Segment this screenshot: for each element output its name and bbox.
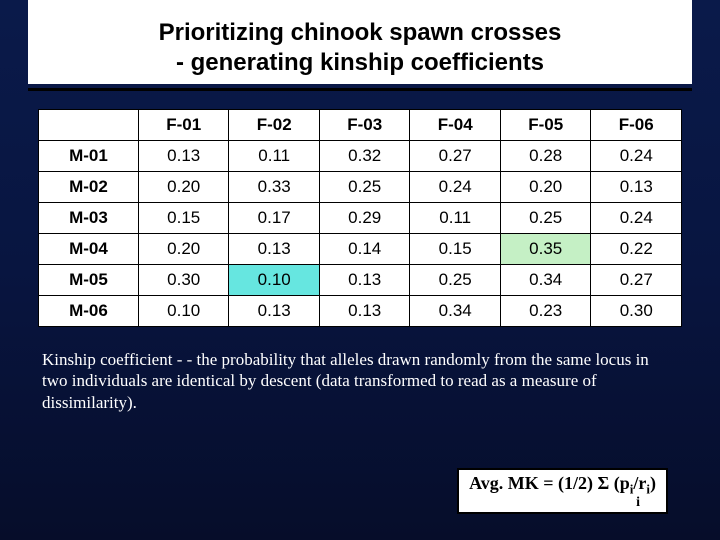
table-body: M-01 0.13 0.11 0.32 0.27 0.28 0.24 M-02 … — [39, 141, 682, 327]
cell: 0.17 — [229, 203, 320, 234]
cell: 0.27 — [591, 265, 682, 296]
row-header: M-06 — [39, 296, 139, 327]
row-header: M-02 — [39, 172, 139, 203]
cell: 0.25 — [319, 172, 410, 203]
col-header: F-06 — [591, 110, 682, 141]
cell: 0.13 — [319, 265, 410, 296]
col-header: F-02 — [229, 110, 320, 141]
cell: 0.20 — [138, 234, 229, 265]
formula-eq: = (1/2) Σ (p — [539, 473, 630, 493]
cell: 0.10 — [229, 265, 320, 296]
cell: 0.24 — [410, 172, 501, 203]
title-line-2: - generating kinship coefficients — [28, 48, 692, 78]
cell: 0.24 — [591, 203, 682, 234]
formula-box: Avg. MK = (1/2) Σ (pi/ri) i — [457, 468, 668, 514]
row-header: M-05 — [39, 265, 139, 296]
col-header: F-01 — [138, 110, 229, 141]
cell: 0.13 — [138, 141, 229, 172]
kinship-table-container: F-01 F-02 F-03 F-04 F-05 F-06 M-01 0.13 … — [38, 109, 682, 327]
cell: 0.27 — [410, 141, 501, 172]
cell: 0.23 — [500, 296, 591, 327]
table-header-row: F-01 F-02 F-03 F-04 F-05 F-06 — [39, 110, 682, 141]
table-row: M-02 0.20 0.33 0.25 0.24 0.20 0.13 — [39, 172, 682, 203]
cell: 0.28 — [500, 141, 591, 172]
cell: 0.35 — [500, 234, 591, 265]
cell: 0.32 — [319, 141, 410, 172]
cell: 0.13 — [319, 296, 410, 327]
cell: 0.20 — [500, 172, 591, 203]
cell: 0.13 — [229, 234, 320, 265]
col-header: F-05 — [500, 110, 591, 141]
col-header: F-04 — [410, 110, 501, 141]
table-row: M-06 0.10 0.13 0.13 0.34 0.23 0.30 — [39, 296, 682, 327]
cell: 0.10 — [138, 296, 229, 327]
col-header: F-03 — [319, 110, 410, 141]
cell: 0.30 — [138, 265, 229, 296]
cell: 0.20 — [138, 172, 229, 203]
table-row: M-01 0.13 0.11 0.32 0.27 0.28 0.24 — [39, 141, 682, 172]
formula-mid: /r — [633, 473, 646, 493]
cell: 0.11 — [229, 141, 320, 172]
cell: 0.34 — [410, 296, 501, 327]
row-header: M-03 — [39, 203, 139, 234]
table-row: M-05 0.30 0.10 0.13 0.25 0.34 0.27 — [39, 265, 682, 296]
cell: 0.11 — [410, 203, 501, 234]
cell: 0.25 — [500, 203, 591, 234]
kinship-definition: Kinship coefficient - - the probability … — [42, 349, 678, 413]
table-row: M-03 0.15 0.17 0.29 0.11 0.25 0.24 — [39, 203, 682, 234]
cell: 0.24 — [591, 141, 682, 172]
cell: 0.29 — [319, 203, 410, 234]
table-row: M-04 0.20 0.13 0.14 0.15 0.35 0.22 — [39, 234, 682, 265]
row-header: M-04 — [39, 234, 139, 265]
formula-label: Avg. MK — [469, 473, 539, 493]
title-line-1: Prioritizing chinook spawn crosses — [28, 18, 692, 48]
cell: 0.34 — [500, 265, 591, 296]
cell: 0.13 — [229, 296, 320, 327]
cell: 0.15 — [410, 234, 501, 265]
cell: 0.33 — [229, 172, 320, 203]
formula-close: ) — [650, 473, 656, 493]
cell: 0.25 — [410, 265, 501, 296]
formula-index-below: i — [469, 495, 656, 510]
cell: 0.14 — [319, 234, 410, 265]
table-corner-cell — [39, 110, 139, 141]
slide-title: Prioritizing chinook spawn crosses - gen… — [28, 0, 692, 84]
cell: 0.15 — [138, 203, 229, 234]
row-header: M-01 — [39, 141, 139, 172]
kinship-table: F-01 F-02 F-03 F-04 F-05 F-06 M-01 0.13 … — [38, 109, 682, 327]
title-underline — [28, 88, 692, 91]
cell: 0.22 — [591, 234, 682, 265]
cell: 0.30 — [591, 296, 682, 327]
cell: 0.13 — [591, 172, 682, 203]
